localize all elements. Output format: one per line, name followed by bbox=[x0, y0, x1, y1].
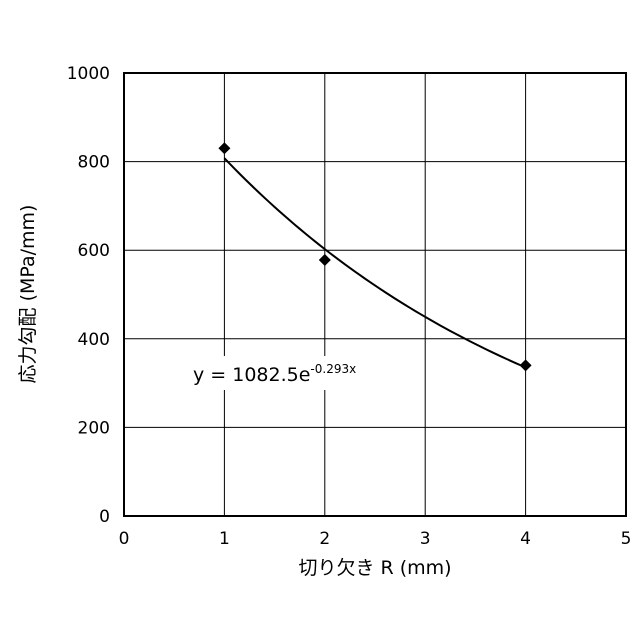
x-tick-label: 2 bbox=[319, 529, 330, 549]
exponential-trendline bbox=[224, 158, 525, 367]
y-tick-label: 0 bbox=[99, 507, 110, 527]
grid-lines bbox=[124, 73, 626, 516]
x-tick-label: 4 bbox=[520, 529, 531, 549]
x-tick-label: 5 bbox=[621, 529, 632, 549]
trendline-layer bbox=[224, 158, 525, 367]
y-tick-label: 800 bbox=[78, 153, 110, 173]
x-tick-label: 0 bbox=[119, 529, 130, 549]
y-axis-title: 応力勾配 (MPa/mm) bbox=[17, 205, 39, 384]
trendline-equation-exponent: -0.293x bbox=[310, 362, 356, 376]
x-axis-title: 切り欠き R (mm) bbox=[298, 557, 451, 579]
x-tick-label: 1 bbox=[219, 529, 230, 549]
x-tick-label: 3 bbox=[420, 529, 431, 549]
plot-area-frame bbox=[124, 73, 626, 516]
data-points bbox=[218, 142, 531, 371]
y-tick-label: 200 bbox=[78, 418, 110, 438]
y-tick-label: 600 bbox=[78, 241, 110, 261]
data-point-diamond bbox=[218, 142, 230, 154]
data-point-diamond bbox=[520, 359, 532, 371]
y-tick-labels: 0 200 400 600 800 1000 bbox=[67, 64, 110, 527]
y-tick-label: 400 bbox=[78, 330, 110, 350]
y-tick-label: 1000 bbox=[67, 64, 110, 84]
trendline-equation-base: y = 1082.5e bbox=[193, 364, 310, 386]
x-tick-labels: 0 1 2 3 4 5 bbox=[119, 529, 632, 549]
data-point-diamond bbox=[319, 254, 331, 266]
